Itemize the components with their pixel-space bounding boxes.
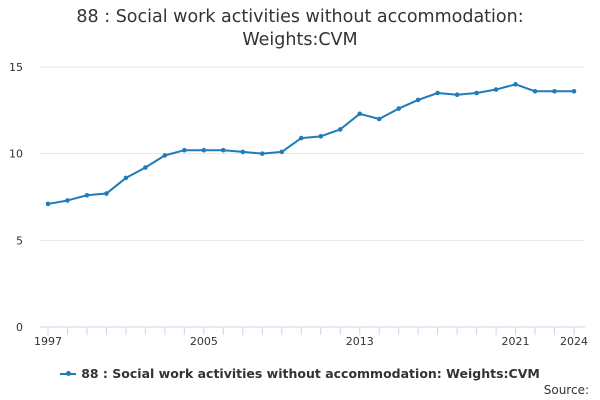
x-tick-label: 2005 [190,335,218,348]
x-tick-label: 1997 [34,335,62,348]
data-point-2000 [104,191,109,196]
data-point-2018 [454,92,460,98]
x-axis-labels: 1997 2005 2013 2021 2024 [34,335,588,348]
data-point-2014 [376,116,382,122]
data-point-2020 [493,87,499,92]
source-label[interactable]: Source: [543,383,589,397]
data-point-2021 [513,82,518,87]
chart-title: 88 : Social work activities without acco… [0,6,600,52]
data-point-2009 [279,149,285,155]
x-axis [40,326,585,335]
y-tick-label: 0 [16,321,23,334]
data-point-2023 [552,88,557,94]
data-point-2015 [396,106,401,111]
x-tick-label: 2021 [502,335,530,348]
data-point-2002 [143,165,148,170]
data-point-2017 [435,90,440,96]
y-tick-label: 10 [9,148,23,161]
data-point-2007 [240,149,246,155]
data-point-1998 [65,198,70,203]
data-point-1997 [45,201,51,207]
legend-label: 88 : Social work activities without acco… [81,366,540,381]
data-point-2019 [474,90,479,96]
x-tick-label: 2013 [346,335,374,348]
y-tick-label: 5 [16,234,23,247]
x-tick-label: 2024 [560,335,588,348]
data-point-2008 [259,151,265,156]
series [45,82,577,207]
data-point-2011 [318,134,324,139]
data-point-2006 [221,147,226,153]
data-point-2001 [123,175,129,181]
data-point-2024 [571,88,577,94]
data-point-2005 [201,147,207,153]
data-point-2010 [298,135,304,141]
legend-line-marker-icon [60,370,77,376]
data-point-2022 [532,88,538,94]
y-axis: 0 5 10 15 [9,61,23,334]
chart-title-line-2: Weights:CVM [242,30,358,50]
data-point-2003 [162,153,168,158]
data-point-2012 [337,127,343,132]
data-point-1999 [84,192,90,198]
series-line [47,83,575,205]
legend[interactable]: 88 : Social work activities without acco… [0,366,600,381]
data-point-2004 [182,147,187,153]
gridlines [40,66,585,241]
chart-title-line-1: 88 : Social work activities without acco… [76,7,524,27]
y-tick-label: 15 [9,61,23,74]
data-point-2016 [415,97,421,103]
data-point-2013 [357,111,363,117]
